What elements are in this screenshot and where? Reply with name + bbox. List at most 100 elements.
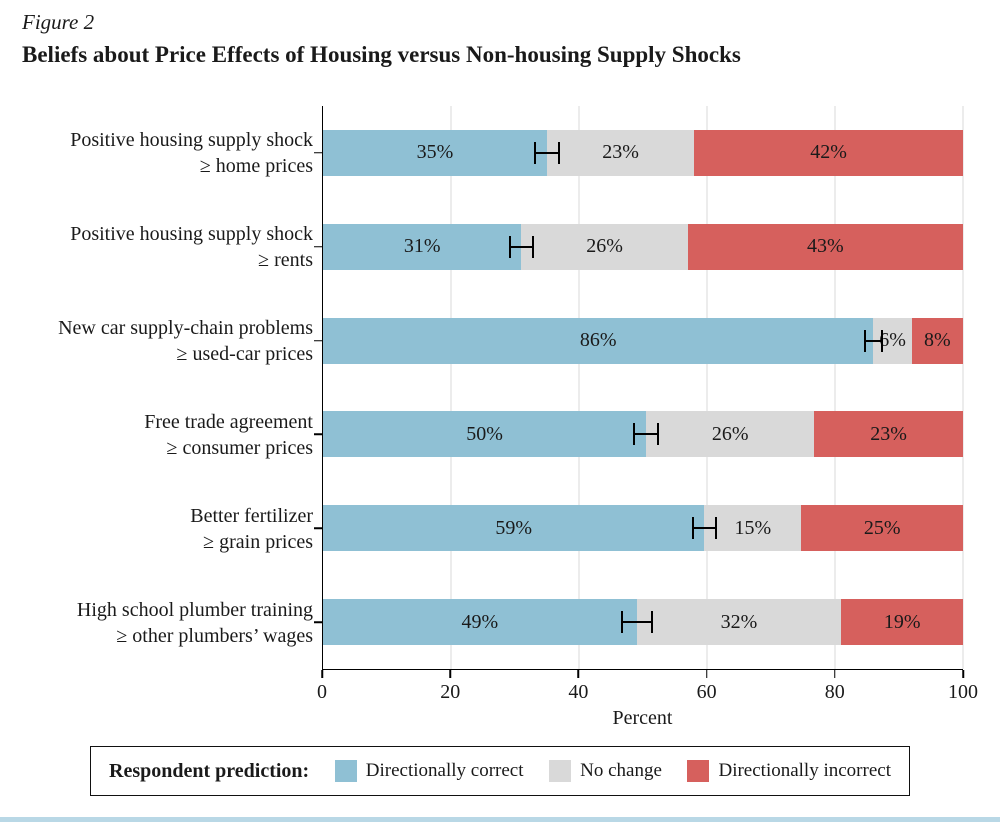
gridline <box>706 106 708 669</box>
bar-value-label: 42% <box>810 141 847 164</box>
x-axis-tick: 60 <box>697 670 717 703</box>
error-bar-line <box>622 621 651 624</box>
bar-value-label: 50% <box>466 422 503 445</box>
bar-row: 31% 26% 43% <box>313 200 963 294</box>
legend-label: Directionally incorrect <box>718 760 891 781</box>
figure-title: Beliefs about Price Effects of Housing v… <box>22 42 741 67</box>
y-axis-tick <box>313 339 322 342</box>
error-bar <box>633 423 660 446</box>
legend-swatch <box>549 760 572 782</box>
bar-segment: 26% <box>521 223 688 270</box>
bar-segment: 35% <box>323 129 547 176</box>
stacked-bar: 86% 6% 8% <box>323 317 963 364</box>
figure-label: Figure 2 <box>22 10 95 34</box>
y-axis-tick <box>313 245 322 248</box>
error-bar <box>691 517 718 540</box>
error-bar-line <box>865 339 881 342</box>
bar-segment: 23% <box>814 411 963 458</box>
bar-row: 50% 26% 23% <box>313 387 963 481</box>
x-axis-tick: 40 <box>568 670 588 703</box>
error-bar-line <box>693 527 716 530</box>
x-axis-tick: 100 <box>948 670 978 703</box>
legend-item: Directionally correct <box>334 760 524 782</box>
legend-label: Directionally correct <box>365 760 524 781</box>
bar-row: 49% 32% 19% <box>313 575 963 669</box>
legend-swatch <box>334 760 357 782</box>
error-bar-line <box>536 151 558 154</box>
legend-title: Respondent prediction: <box>109 759 310 782</box>
plot-area: 35% 23% 42% 31% 26% 43% 86% 6% 8% 50% 26% 23% 59% 15%… <box>313 106 964 670</box>
gridline <box>962 106 964 669</box>
category-label: Free trade agreement ≥ consumer prices <box>144 411 313 459</box>
x-axis-tick: 20 <box>440 670 460 703</box>
x-axis: Percent 0 20 40 60 80 100 <box>317 670 978 734</box>
x-tick-label: 100 <box>948 681 978 703</box>
y-axis-tick <box>313 621 322 623</box>
bar-value-label: 26% <box>711 422 749 445</box>
bar-segment: 86% <box>323 317 874 364</box>
bar-segment: 49% <box>323 599 637 646</box>
error-bar-line <box>635 433 658 436</box>
gridline <box>834 106 836 669</box>
y-axis-labels: Positive housing supply shock ≥ home pri… <box>0 106 322 670</box>
x-tick-label: 0 <box>317 681 327 703</box>
category-label: Positive housing supply shock ≥ home pri… <box>70 129 313 177</box>
bar-value-label: 19% <box>883 610 921 633</box>
error-bar <box>534 141 560 164</box>
x-axis-tick: 0 <box>317 670 327 703</box>
bar-value-label: 25% <box>863 516 901 539</box>
legend: Respondent prediction: Directionally cor… <box>90 746 910 796</box>
stacked-bar: 50% 26% 23% <box>323 411 963 458</box>
bar-segment: 19% <box>841 599 963 646</box>
bar-value-label: 26% <box>586 235 623 258</box>
x-tick-label: 40 <box>568 681 589 703</box>
y-axis-tick <box>313 152 322 154</box>
bar-segment: 42% <box>694 129 963 176</box>
figure-header: Figure 2 Beliefs about Price Effects of … <box>0 0 1000 68</box>
bar-value-label: 86% <box>579 329 617 352</box>
y-axis-tick <box>313 527 322 529</box>
bar-value-label: 23% <box>602 141 639 164</box>
stacked-bar: 49% 32% 19% <box>323 599 963 646</box>
stacked-bar: 31% 26% 43% <box>323 223 963 270</box>
bar-value-label: 43% <box>807 235 844 258</box>
axis-corner-spacer <box>0 670 322 734</box>
legend-swatch <box>687 760 710 782</box>
bar-segment: 43% <box>687 223 963 270</box>
bar-segment: 15% <box>704 505 802 552</box>
gridline <box>578 106 580 669</box>
bar-row: 86% 6% 8% <box>313 294 963 388</box>
bar-value-label: 32% <box>720 610 758 633</box>
bar-segment: 32% <box>636 599 842 646</box>
error-bar <box>620 611 653 634</box>
bar-rows: 35% 23% 42% 31% 26% 43% 86% 6% 8% 50% 26% 23% 59% 15%… <box>313 106 963 669</box>
stacked-bar: 35% 23% 42% <box>323 129 963 176</box>
bar-value-label: 35% <box>416 141 454 164</box>
category-label: Better fertilizer ≥ grain prices <box>190 505 313 553</box>
bar-segment: 25% <box>801 505 963 552</box>
stacked-bar-chart: Positive housing supply shock ≥ home pri… <box>0 106 1000 734</box>
bar-row: 35% 23% 42% <box>313 106 963 200</box>
bar-segment: 26% <box>646 411 815 458</box>
x-axis-tick: 80 <box>825 670 845 703</box>
stacked-bar: 59% 15% 25% <box>323 505 963 552</box>
bar-segment: 50% <box>323 411 647 458</box>
bar-segment: 59% <box>323 505 705 552</box>
x-tick-label: 80 <box>824 681 845 703</box>
category-label: New car supply-chain problems ≥ used-car… <box>58 317 313 365</box>
footer-strip <box>0 817 1000 822</box>
x-tick-label: 60 <box>696 681 717 703</box>
y-axis-tick <box>313 433 322 436</box>
category-label: High school plumber training ≥ other plu… <box>76 599 313 647</box>
legend-label: No change <box>580 760 662 781</box>
x-tick-label: 20 <box>440 681 461 703</box>
bar-row: 59% 15% 25% <box>313 481 963 575</box>
legend-item: Directionally incorrect <box>687 760 891 782</box>
bar-value-label: 8% <box>924 329 951 352</box>
bar-segment: 8% <box>911 317 963 364</box>
bar-value-label: 15% <box>734 516 772 539</box>
gridline <box>450 106 452 669</box>
error-bar <box>863 329 883 352</box>
bar-value-label: 59% <box>495 516 533 539</box>
